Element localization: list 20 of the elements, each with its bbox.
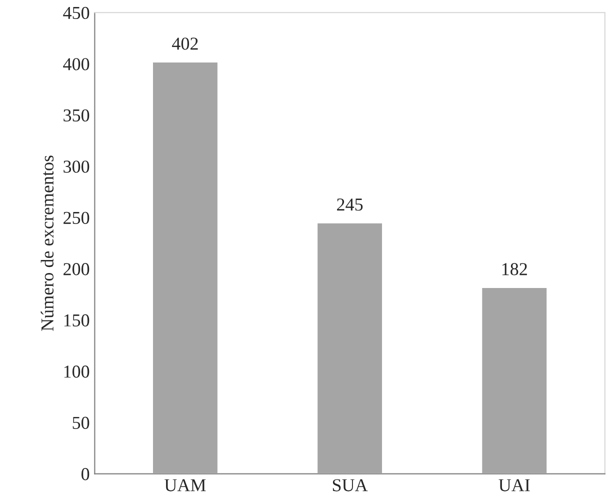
y-tick-label: 250 [64, 212, 90, 224]
y-tick-label: 50 [72, 416, 90, 429]
bar [316, 222, 384, 474]
data-label: 182 [502, 263, 527, 276]
bar [480, 286, 548, 474]
x-tick-label: UAI [498, 479, 530, 492]
y-tick-label: 450 [63, 6, 90, 20]
y-tick-label: 0 [82, 468, 90, 480]
bar [152, 61, 219, 474]
y-axis-title: Número de excrementos [40, 156, 54, 331]
data-label: 245 [337, 198, 363, 211]
y-tick-label: 150 [64, 314, 90, 326]
x-tick-label: SUA [332, 479, 368, 492]
x-tick-label: UAM [164, 479, 206, 492]
y-tick-label: 100 [64, 366, 90, 378]
y-tick-label: 300 [64, 160, 90, 173]
y-tick-label: 350 [64, 109, 90, 122]
y-tick-label: 400 [63, 58, 90, 70]
y-tick-label: 200 [64, 263, 90, 276]
data-label: 402 [172, 38, 198, 50]
